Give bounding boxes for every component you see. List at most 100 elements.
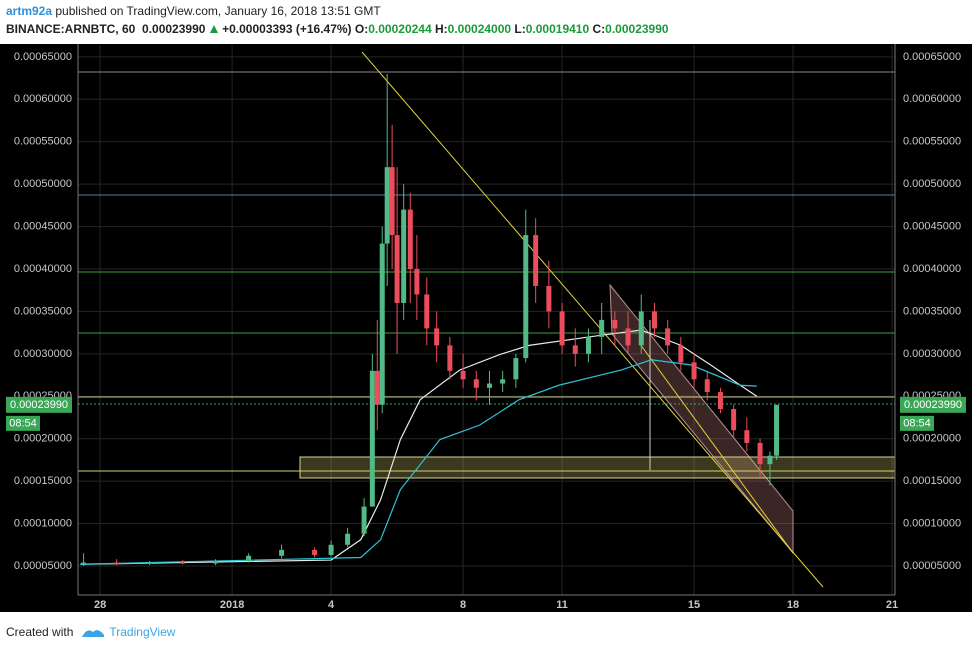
close: 0.00023990 [605,22,669,36]
footer: Created with TradingView [6,625,175,639]
drawings [78,51,896,588]
y-tick-label: 0.00050000 [14,178,72,190]
y-tick-label: 0.00020000 [903,433,961,445]
candle-body [546,285,552,312]
candle-body [665,328,671,346]
candle-body [213,560,219,564]
candle-body [774,404,780,456]
x-tick-label: 21 [886,599,898,611]
y-tick-label: 0.00030000 [903,348,961,360]
candle-body [460,370,466,380]
y-tick-label: 0.00010000 [14,517,72,529]
created-with: Created with [6,625,74,639]
countdown-tag [900,415,934,431]
x-tick-label: 15 [688,599,700,611]
candle-body [345,533,351,545]
candle-body [585,336,591,354]
o-label: O: [354,22,369,36]
candle-body [414,269,420,295]
change: +0.00003393 (+16.47%) [222,22,352,36]
candle-body [246,555,252,561]
candle-body [473,379,479,388]
candle-body [513,358,519,380]
y-tick-label: 0.00020000 [14,433,72,445]
author[interactable]: artm92a [6,4,53,18]
candle-body [638,311,644,346]
chart-background [0,44,972,612]
candle-body [691,362,697,380]
candle-body [486,383,492,388]
candle-body [651,311,657,329]
c-label: C: [592,22,606,36]
candle-body [147,562,153,564]
last-price: 0.00023990 [142,22,206,36]
x-tick-label: 18 [787,599,799,611]
price-tag [6,396,72,413]
candle-body [767,455,773,465]
up-arrow [209,25,218,33]
y-tick-label: 0.00065000 [14,51,72,63]
candle-body [744,430,750,443]
y-tick-label: 0.00015000 [903,475,961,487]
marks [80,73,780,566]
y-tick-label: 0.00040000 [14,263,72,275]
candle-body [312,549,318,555]
candle-body [384,167,390,244]
y-tick-label: 0.00065000 [903,51,961,63]
y-tick-label: 0.00045000 [903,220,961,232]
candle-body [389,167,395,236]
candle-body [612,319,618,329]
candle-body [523,235,529,359]
symbol: BINANCE:ARNBTC, 60 [6,22,136,36]
candle-body [572,345,578,354]
candle-body [717,392,723,410]
candle-body [379,243,385,405]
price-tag-label: 0.00023990 [10,399,68,411]
candle-body [394,235,400,303]
y-tick-label: 0.00055000 [903,136,961,148]
y-tick-label: 0.00040000 [903,263,961,275]
candle-body [424,294,430,329]
candle-body [704,379,710,393]
candle-body [757,442,763,465]
price-tag-label: 0.00023990 [904,399,962,411]
open: 0.00020244 [368,22,432,36]
x-tick-label: 2018 [220,599,244,611]
candle-body [369,370,375,507]
candle-body [434,328,440,346]
countdown-label: 08:54 [903,417,931,429]
candle-body [678,345,684,363]
candle-body [599,319,605,337]
y-tick-label: 0.00005000 [14,560,72,572]
low: 0.00019410 [525,22,590,36]
publish-line: artm92a published on TradingView.com, Ja… [6,4,381,18]
y-tick-label: 0.00060000 [14,93,72,105]
candle-body [81,562,87,564]
high: 0.00024000 [447,22,512,36]
candle-body [401,209,407,303]
y-tick-label: 0.00045000 [14,220,72,232]
candle-body [407,209,413,270]
x-tick-label: 28 [94,599,106,611]
countdown-label: 08:54 [9,417,37,429]
published: published on TradingView.com, January 16… [55,4,381,18]
candle-body [559,311,565,346]
candle-body [328,544,334,555]
l-label: L: [514,22,526,36]
countdown-tag [6,415,40,431]
brand[interactable]: TradingView [109,625,176,639]
x-tick-label: 11 [556,599,568,611]
y-tick-label: 0.00035000 [903,305,961,317]
candle-body [361,506,367,534]
y-tick-label: 0.00010000 [903,517,961,529]
moving-average [80,329,758,565]
moving-average [80,359,757,565]
y-tick-label: 0.00050000 [903,178,961,190]
symbol-line: BINANCE:ARNBTC, 60 0.00023990 +0.0000339… [6,22,669,36]
y-tick-label: 0.00030000 [14,348,72,360]
candle-body [180,562,186,564]
candle-body [500,379,506,384]
candle-body [374,370,380,405]
candle-body [533,235,539,286]
